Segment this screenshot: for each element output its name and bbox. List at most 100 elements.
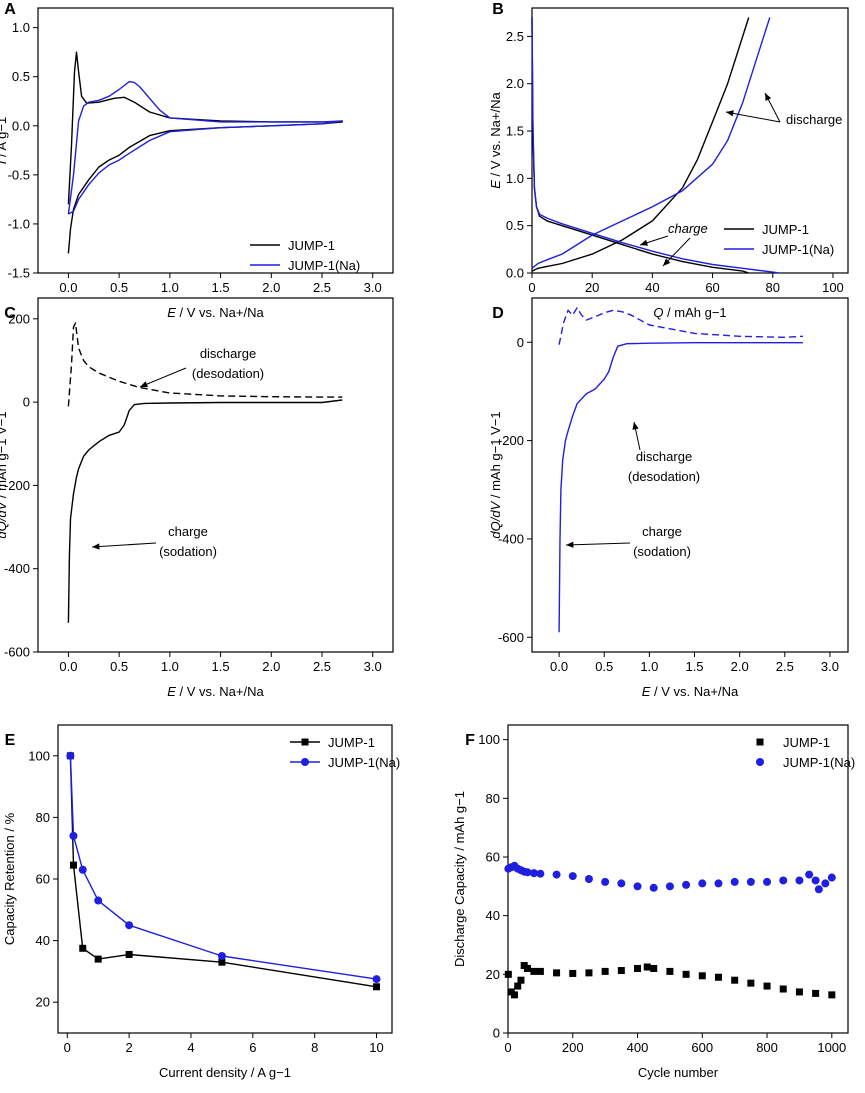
series-line <box>69 755 377 980</box>
x-axis-unit: / V vs. Na+/Na <box>650 684 739 699</box>
y-tick-label: 0.5 <box>12 69 30 84</box>
legend-marker <box>301 758 309 766</box>
x-axis-title: E / V vs. Na+/Na <box>167 684 264 699</box>
data-point <box>66 751 75 760</box>
data-point <box>517 976 525 984</box>
x-tick-label: 3.0 <box>364 659 382 674</box>
data-point <box>731 976 739 984</box>
x-tick-label: 4 <box>187 1040 194 1055</box>
x-axis-unit: / V vs. Na+/Na <box>176 684 265 699</box>
y-tick-label: 1.0 <box>506 171 524 186</box>
x-tick-label: 800 <box>756 1040 778 1055</box>
series-line <box>558 342 803 633</box>
annotation-arrowhead <box>632 422 639 430</box>
legend-marker <box>756 758 764 766</box>
y-tick-label: -1.5 <box>8 266 30 281</box>
data-point <box>827 873 836 882</box>
data-point <box>510 991 518 999</box>
data-point <box>643 963 651 971</box>
data-point <box>585 969 593 977</box>
x-axis-unit: / mAh g−1 <box>663 305 726 320</box>
data-point <box>795 876 804 885</box>
x-tick-label: 1.0 <box>640 659 658 674</box>
x-tick-label: 1.0 <box>161 280 179 295</box>
panel-letter: E <box>5 732 16 749</box>
y-axis-title: dQ/dV / mAh g−1 V−1 <box>0 411 9 538</box>
data-point <box>617 879 626 888</box>
y-axis-symbol: E <box>488 180 503 189</box>
x-tick-label: 60 <box>705 280 719 295</box>
data-point <box>553 969 561 977</box>
x-tick-label: 2.5 <box>776 659 794 674</box>
panel-E: E 0 2 4 6 8 10 20 40 60 80 100 Current density / A g… <box>2 724 400 1080</box>
annotation-arrow <box>91 542 157 548</box>
series-line <box>531 17 749 274</box>
data-point <box>536 967 544 975</box>
x-axis-title: Current density / A g−1 <box>159 1065 291 1080</box>
x-tick-label: 0.0 <box>59 659 77 674</box>
y-tick-label: -1.0 <box>8 216 30 231</box>
annotation-discharge: discharge <box>200 346 256 361</box>
panel-letter: D <box>492 305 504 322</box>
y-tick-label: 20 <box>486 967 500 982</box>
annotation-arrowhead <box>765 93 772 101</box>
legend-label: JUMP-1(Na) <box>762 242 834 257</box>
data-point <box>523 868 532 877</box>
y-tick-label: -200 <box>4 478 30 493</box>
legend-marker <box>756 738 764 746</box>
x-tick-label: 200 <box>562 1040 584 1055</box>
y-tick-label: 2.0 <box>506 76 524 91</box>
y-axis-symbol: dQ/dV <box>0 500 9 538</box>
plot-frame <box>37 7 394 274</box>
data-point <box>601 967 609 975</box>
x-tick-label: 0.0 <box>59 280 77 295</box>
y-tick-label: -600 <box>4 645 30 660</box>
data-point <box>523 964 531 972</box>
x-tick-label: 8 <box>311 1040 318 1055</box>
x-tick-label: 1000 <box>817 1040 846 1055</box>
data-point <box>514 982 522 990</box>
annotation-charge: charge <box>168 524 208 539</box>
data-point <box>805 870 814 879</box>
x-tick-label: 1.5 <box>212 280 230 295</box>
data-point <box>217 952 226 960</box>
data-point <box>795 988 803 996</box>
x-tick-label: 0 <box>504 1040 511 1055</box>
data-point <box>812 989 820 997</box>
plot-frame <box>531 297 849 653</box>
annotation-arrowhead <box>140 381 148 388</box>
data-point <box>714 879 723 888</box>
y-tick-label: -600 <box>498 630 524 645</box>
y-axis-unit: / mAh g−1 V−1 <box>488 411 503 501</box>
data-point <box>529 869 538 878</box>
y-axis-title: I / A g−1 <box>0 117 9 164</box>
x-axis-symbol: E <box>167 684 176 699</box>
x-tick-label: 0.5 <box>110 280 128 295</box>
x-tick-label: 2.0 <box>262 659 280 674</box>
annotation-discharge: discharge <box>636 449 692 464</box>
data-point <box>218 958 226 966</box>
legend-label: JUMP-1(Na) <box>288 258 360 273</box>
y-tick-label: 1.0 <box>12 20 30 35</box>
data-point <box>569 969 577 977</box>
data-point <box>125 921 134 930</box>
y-tick-label: 2.5 <box>506 29 524 44</box>
x-axis-symbol: E <box>167 305 176 320</box>
data-point <box>811 876 820 885</box>
x-tick-label: 0 <box>64 1040 71 1055</box>
data-point <box>552 870 561 879</box>
y-tick-label: 0.0 <box>12 118 30 133</box>
series-line <box>69 755 377 988</box>
y-tick-label: 20 <box>36 995 50 1010</box>
x-axis-title: Cycle number <box>638 1065 719 1080</box>
annotation-sodation: (sodation) <box>633 544 691 559</box>
y-tick-label: 1.5 <box>506 124 524 139</box>
data-point <box>779 985 787 993</box>
plot-frame <box>507 724 849 1034</box>
data-point <box>94 955 102 963</box>
y-tick-label: -400 <box>4 561 30 576</box>
series-line <box>531 17 771 269</box>
y-axis-title: Capacity Retention / % <box>2 812 17 945</box>
y-axis-title: Discharge Capacity / mAh g−1 <box>452 791 467 967</box>
annotation-arrowhead <box>726 110 734 117</box>
